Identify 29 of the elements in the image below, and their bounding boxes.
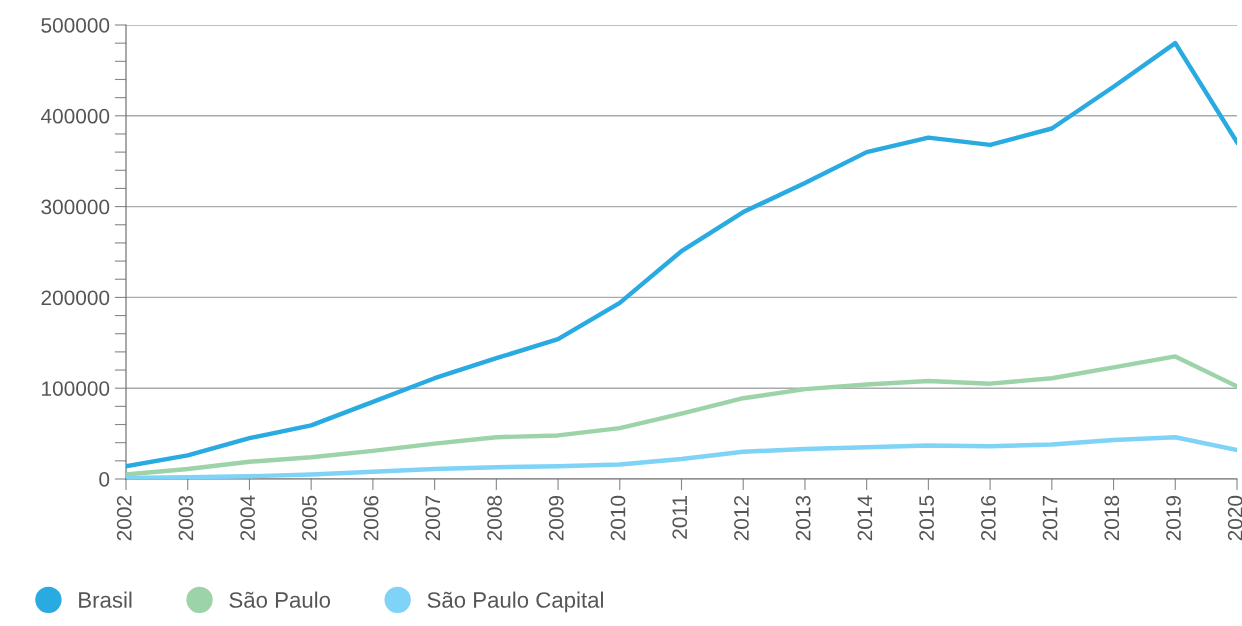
legend-label: São Paulo	[229, 591, 331, 608]
y-tick-label: 200000	[41, 290, 110, 306]
x-tick-label: 2016	[980, 495, 996, 541]
x-tick-label: 2013	[795, 495, 811, 541]
x-tick-label: 2002	[116, 496, 132, 541]
x-tick-label: 2008	[487, 495, 502, 541]
x-tick-label: 2007	[425, 496, 441, 541]
x-tick-label: 2017	[1042, 496, 1058, 541]
x-tick-label: 2003	[178, 495, 194, 541]
y-tick-label: 100000	[42, 381, 110, 396]
x-tick-label: 2018	[1104, 495, 1120, 541]
x-tick-label: 2010	[610, 495, 626, 541]
line-series	[126, 40, 1237, 469]
x-tick-label: 2014	[857, 495, 873, 541]
y-tick-label: 0	[99, 472, 110, 487]
x-tick-label: 2019	[1166, 495, 1181, 541]
x-tick-label: 2006	[363, 495, 379, 541]
legend-label: São Paulo Capital	[427, 591, 603, 613]
x-tick-label: 2009	[548, 495, 564, 541]
y-tick-label: 400000	[40, 108, 110, 124]
y-tick-label: 500000	[41, 18, 110, 33]
legend-label: Brasil	[79, 591, 132, 608]
x-tick-label: 2012	[734, 496, 749, 541]
y-tick-label: 300000	[41, 199, 110, 215]
x-tick-label: 2015	[919, 495, 934, 541]
x-tick-label: 2005	[302, 495, 317, 541]
x-tick-label: 2011	[672, 495, 688, 539]
x-tick-label: 2020	[1227, 495, 1242, 541]
x-tick-label: 2004	[240, 495, 256, 541]
